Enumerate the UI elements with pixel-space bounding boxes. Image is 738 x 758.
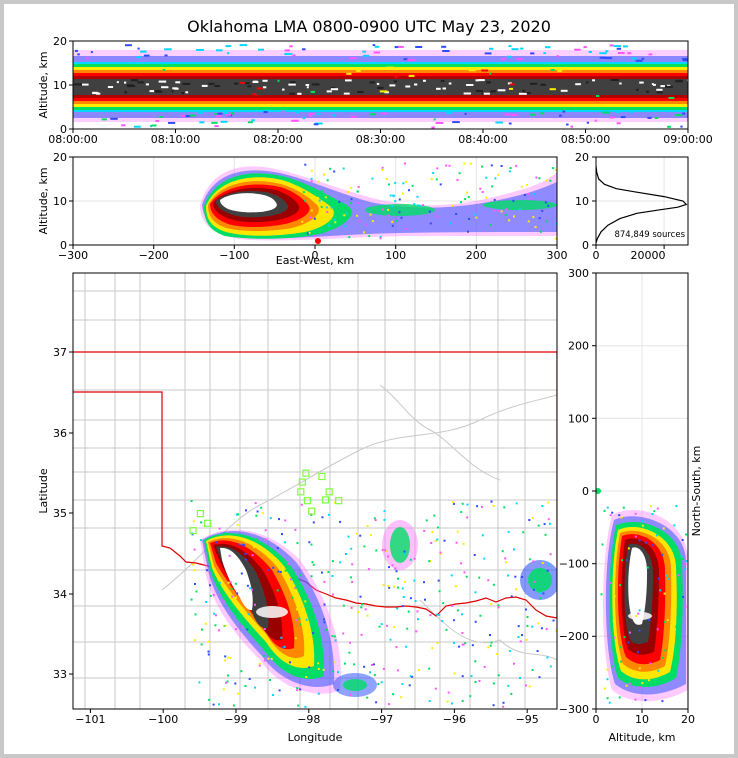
plan-ticks bbox=[69, 351, 528, 713]
ew-xtick-label: −300 bbox=[58, 249, 88, 262]
ns-ytick-label: −300 bbox=[559, 703, 589, 716]
histogram-ticks bbox=[592, 156, 665, 249]
th-xtick-label: 08:40:00 bbox=[458, 133, 507, 146]
plan-xtick-label: −97 bbox=[370, 713, 393, 726]
plan-ytick-label: 33 bbox=[53, 668, 67, 681]
plan-xtick-label: −98 bbox=[297, 713, 320, 726]
plan-ytick-label: 35 bbox=[53, 507, 67, 520]
plan-ylabel: Latitude bbox=[37, 468, 50, 514]
ns-xtick-label: 0 bbox=[593, 713, 600, 726]
plan-view-frame bbox=[72, 272, 558, 710]
ew-xtick-label: 200 bbox=[466, 249, 487, 262]
th-xtick-label: 08:00:00 bbox=[48, 133, 97, 146]
ns-xlabel: Altitude, km bbox=[608, 731, 675, 744]
ns-ytick-label: 200 bbox=[568, 340, 589, 353]
station-marker bbox=[196, 510, 204, 518]
plan-view-panel bbox=[73, 273, 557, 709]
ew-ticks bbox=[69, 156, 558, 249]
hist-ytick-label: 10 bbox=[575, 195, 589, 208]
station-marker bbox=[189, 526, 197, 535]
ns-ytick-label: −200 bbox=[559, 630, 589, 643]
lightning-sources bbox=[190, 500, 557, 708]
ns-ytick-label: 300 bbox=[568, 267, 589, 280]
th-ylabel: Altitude, km bbox=[37, 51, 50, 118]
plan-xtick-label: −99 bbox=[224, 713, 247, 726]
th-xtick-label: 08:50:00 bbox=[561, 133, 610, 146]
plan-xtick-label: −100 bbox=[148, 713, 178, 726]
ew-altitude-panel bbox=[73, 157, 557, 245]
chart-title: Oklahoma LMA 0800-0900 UTC May 23, 2020 bbox=[187, 17, 551, 36]
station-marker bbox=[298, 478, 306, 486]
ew-xtick-label: −200 bbox=[139, 249, 169, 262]
th-ytick-label: 10 bbox=[53, 79, 67, 92]
station-marker bbox=[335, 497, 343, 505]
th-ytick-label: 20 bbox=[53, 35, 67, 48]
station-marker bbox=[325, 488, 333, 496]
ew-ylabel: Altitude, km bbox=[37, 167, 50, 234]
station-marker bbox=[322, 496, 330, 504]
ns-xtick-label: 10 bbox=[635, 713, 649, 726]
th-xtick-label: 08:10:00 bbox=[151, 133, 200, 146]
ew-xtick-label: −100 bbox=[219, 249, 249, 262]
station-marker bbox=[204, 519, 212, 527]
hist-ytick-label: 0 bbox=[582, 239, 589, 252]
lma-stations bbox=[189, 469, 343, 535]
th-xtick-label: 08:30:00 bbox=[356, 133, 405, 146]
station-marker bbox=[297, 488, 305, 496]
th-xtick-label: 09:00:00 bbox=[663, 133, 712, 146]
time-height-ticks bbox=[69, 40, 689, 133]
ns-xtick-label: 20 bbox=[681, 713, 695, 726]
plan-xtick-label: −96 bbox=[443, 713, 466, 726]
station-marker bbox=[318, 472, 326, 481]
hist-ytick-label: 20 bbox=[575, 151, 589, 164]
plan-ytick-label: 36 bbox=[53, 427, 67, 440]
ns-ytick-label: 100 bbox=[568, 412, 589, 425]
hist-xtick-label: 20000 bbox=[631, 249, 666, 262]
station-marker bbox=[303, 497, 311, 505]
station-marker bbox=[308, 507, 316, 515]
ns-ytick-label: −100 bbox=[559, 558, 589, 571]
ew-xtick-label: 0 bbox=[312, 249, 319, 262]
plan-xtick-label: −95 bbox=[516, 713, 539, 726]
ew-ytick-label: 10 bbox=[53, 195, 67, 208]
th-xtick-label: 08:20:00 bbox=[253, 133, 302, 146]
ew-ytick-label: 0 bbox=[60, 239, 67, 252]
plan-xlabel: Longitude bbox=[288, 731, 343, 744]
ns-altitude-panel bbox=[596, 273, 688, 709]
th-ytick-label: 0 bbox=[60, 123, 67, 136]
ew-ytick-label: 20 bbox=[53, 151, 67, 164]
altitude-histogram-line bbox=[596, 165, 688, 243]
hist-xtick-label: 0 bbox=[593, 249, 600, 262]
ew-xtick-label: 100 bbox=[385, 249, 406, 262]
ns-ytick-label: 0 bbox=[582, 485, 589, 498]
histogram-annotation: 874,849 sources bbox=[614, 230, 685, 240]
plan-ytick-label: 37 bbox=[53, 346, 67, 359]
ew-xtick-label: 300 bbox=[547, 249, 568, 262]
station-marker bbox=[302, 469, 310, 477]
histogram-panel bbox=[596, 157, 688, 245]
ew-xlabel: East-West, km bbox=[276, 254, 354, 267]
plan-xtick-label: −101 bbox=[75, 713, 105, 726]
time-height-panel bbox=[73, 41, 688, 129]
plan-ytick-label: 34 bbox=[53, 588, 67, 601]
ns-ticks bbox=[592, 272, 689, 713]
ns-ylabel: North-South, km bbox=[690, 446, 703, 537]
